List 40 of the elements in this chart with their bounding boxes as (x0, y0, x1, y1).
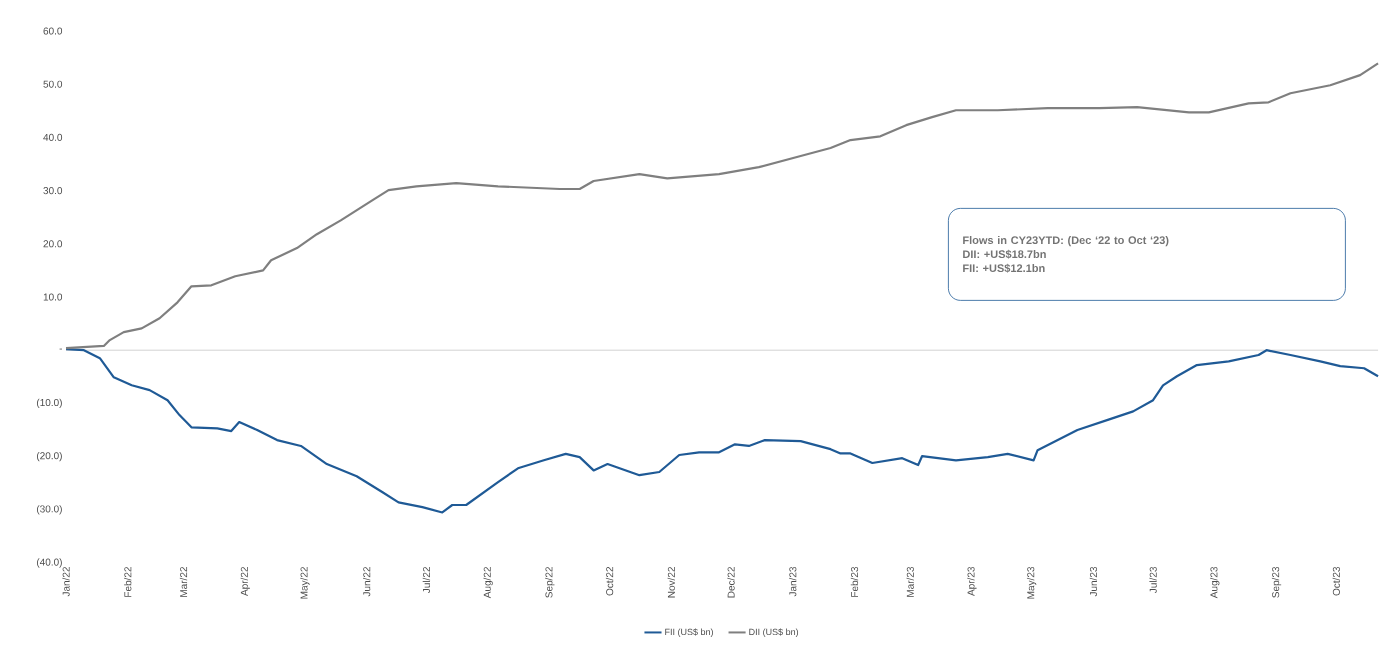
y-tick-label: (30.0) (36, 505, 62, 515)
y-tick-label: 40.0 (43, 133, 63, 141)
y-tick-label: 60.0 (43, 27, 63, 35)
y-tick-label: (20.0) (36, 451, 62, 462)
x-tick-label: Sep/22 (545, 567, 555, 598)
annotation: FII: +US$12.1bn (963, 263, 1045, 273)
x-tick-label: Apr/22 (240, 567, 250, 596)
x-tick-label: Aug/22 (483, 567, 493, 599)
x-tick-label: Mar/22 (179, 567, 188, 597)
x-tick-label: May/22 (300, 567, 310, 599)
y-tick-label: 30.0 (43, 187, 63, 195)
x-tick-label: Oct/23 (1332, 566, 1340, 596)
x-tick-label: Dec/22 (727, 567, 735, 598)
line-series (64, 348, 1380, 514)
x-tick-label: Aug/23 (1210, 566, 1220, 599)
annotation: DII: +US$18.7bn (963, 249, 1046, 259)
y-tick-label: 50.0 (43, 80, 63, 88)
x-tick-label: Jul/22 (422, 567, 431, 594)
line-series (64, 62, 1380, 350)
y-tick-label: 20.0 (43, 240, 63, 248)
x-tick-label: Apr/23 (967, 566, 977, 596)
x-tick-label: Jan/22 (62, 567, 70, 597)
legend-label: DII (US$ bn) (749, 628, 799, 637)
x-tick-label: Jan/23 (789, 566, 797, 597)
y-tick-label: - (59, 348, 63, 350)
x-tick-label: Jun/23 (1089, 566, 1098, 597)
x-tick-label: Feb/22 (124, 567, 132, 597)
y-tick-label: 10.0 (43, 293, 63, 301)
x-tick-label: Feb/23 (850, 566, 859, 597)
y-tick-label: (40.0) (36, 558, 62, 568)
legend-label: FII (US$ bn) (665, 628, 713, 637)
x-tick-label: Nov/22 (667, 567, 675, 598)
x-tick-label: May/23 (1026, 566, 1037, 599)
annotation: Flows in CY23YTD: (Dec ‘22 to Oct ‘23) (963, 236, 1169, 247)
x-tick-label: Jul/23 (1149, 566, 1157, 594)
x-tick-label: Jun/22 (362, 567, 371, 597)
x-tick-label: Mar/23 (906, 566, 914, 597)
x-tick-label: Oct/22 (605, 567, 614, 596)
x-tick-label: Sep/23 (1271, 566, 1282, 598)
y-tick-label: (10.0) (36, 398, 62, 409)
